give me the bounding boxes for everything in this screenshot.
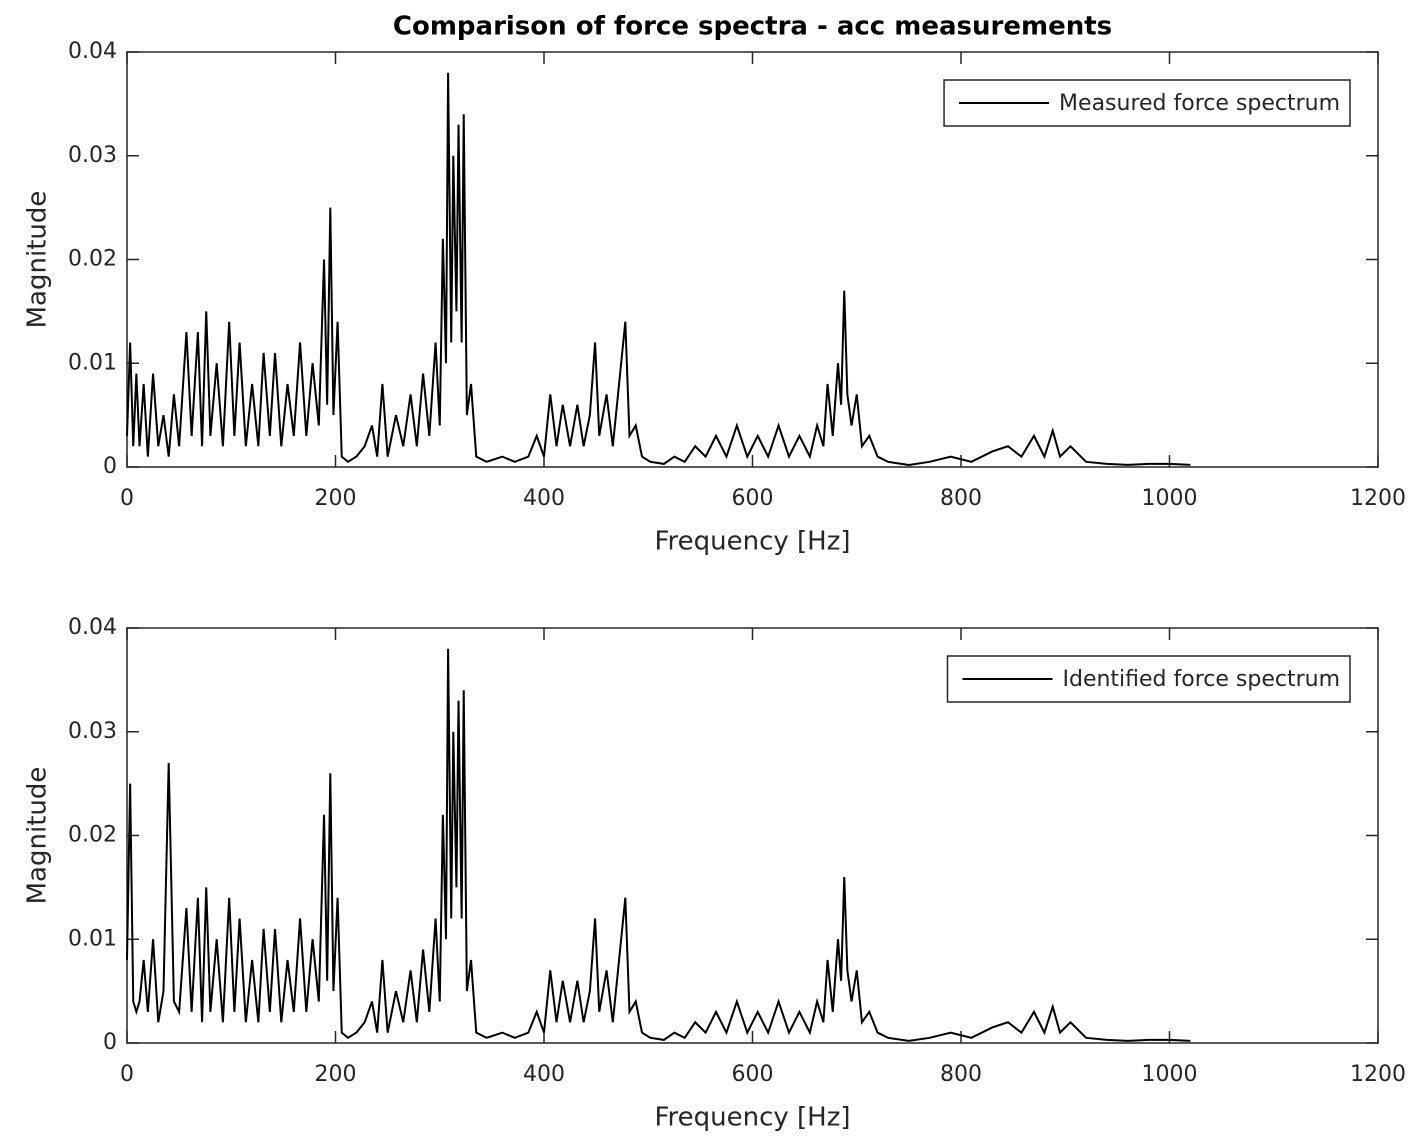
x-tick-label: 0 [120,486,134,511]
x-axis-label: Frequency [Hz] [654,527,850,557]
chart-title: Comparison of force spectra - acc measur… [393,12,1112,42]
x-tick-label: 800 [940,486,982,511]
legend-label: Identified force spectrum [1062,667,1340,692]
y-axis-label: Magnitude [23,767,53,905]
y-tick-label: 0.04 [68,39,117,64]
y-tick-label: 0.04 [68,615,117,640]
x-tick-label: 1200 [1350,1062,1406,1087]
x-tick-label: 1200 [1350,486,1406,511]
y-axis-label: Magnitude [23,191,53,329]
spectrum-line [126,72,1191,466]
y-tick-label: 0.01 [68,350,117,375]
x-axis-label: Frequency [Hz] [654,1103,850,1133]
y-tick-label: 0.02 [68,247,117,272]
y-tick-label: 0 [103,454,117,479]
x-tick-label: 200 [315,486,357,511]
x-tick-label: 1000 [1142,486,1198,511]
x-tick-label: 1000 [1142,1062,1198,1087]
y-tick-label: 0.01 [68,926,117,951]
legend-label: Measured force spectrum [1059,91,1340,116]
y-tick-label: 0 [103,1030,117,1055]
y-tick-label: 0.03 [68,143,117,168]
y-tick-label: 0.03 [68,719,117,744]
y-tick-label: 0.02 [68,823,117,848]
x-tick-label: 200 [315,1062,357,1087]
x-tick-label: 600 [732,486,774,511]
spectrum-line [126,648,1191,1042]
x-tick-label: 0 [120,1062,134,1087]
x-tick-label: 400 [523,1062,565,1087]
x-tick-label: 400 [523,486,565,511]
x-tick-label: 600 [732,1062,774,1087]
x-tick-label: 800 [940,1062,982,1087]
